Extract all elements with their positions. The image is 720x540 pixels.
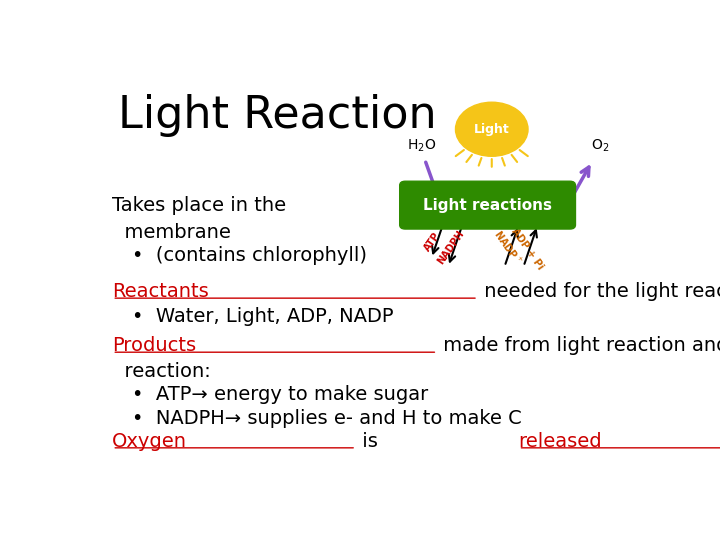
Text: •  ATP→ energy to make sugar: • ATP→ energy to make sugar bbox=[132, 385, 428, 404]
Text: O$_2$: O$_2$ bbox=[591, 138, 610, 154]
Text: Takes place in the: Takes place in the bbox=[112, 196, 293, 215]
Text: Reactants: Reactants bbox=[112, 282, 209, 301]
Text: Light: Light bbox=[474, 123, 510, 136]
Text: ADP + Pi: ADP + Pi bbox=[510, 226, 545, 271]
Text: •  (contains chlorophyll): • (contains chlorophyll) bbox=[132, 246, 367, 265]
Text: Light reactions: Light reactions bbox=[423, 198, 552, 213]
Text: H$_2$O: H$_2$O bbox=[408, 138, 436, 154]
Text: Products: Products bbox=[112, 336, 197, 355]
Text: Oxygen: Oxygen bbox=[112, 431, 187, 450]
Text: ATP: ATP bbox=[423, 230, 443, 253]
Text: needed for the light reaction:: needed for the light reaction: bbox=[478, 282, 720, 301]
Text: reaction:: reaction: bbox=[112, 362, 211, 381]
Text: is: is bbox=[356, 431, 384, 450]
Text: released: released bbox=[518, 431, 602, 450]
Text: •  Water, Light, ADP, NADP: • Water, Light, ADP, NADP bbox=[132, 307, 393, 326]
Text: membrane: membrane bbox=[112, 223, 231, 242]
Text: Light Reaction: Light Reaction bbox=[118, 94, 436, 137]
Text: NADP$^+$: NADP$^+$ bbox=[491, 228, 524, 268]
Circle shape bbox=[456, 102, 528, 156]
Text: made from light reaction and USED in dark: made from light reaction and USED in dar… bbox=[437, 336, 720, 355]
Text: •  NADPH→ supplies e- and H to make C: • NADPH→ supplies e- and H to make C bbox=[132, 409, 521, 428]
FancyBboxPatch shape bbox=[400, 181, 575, 229]
Text: NADPH: NADPH bbox=[436, 228, 467, 266]
